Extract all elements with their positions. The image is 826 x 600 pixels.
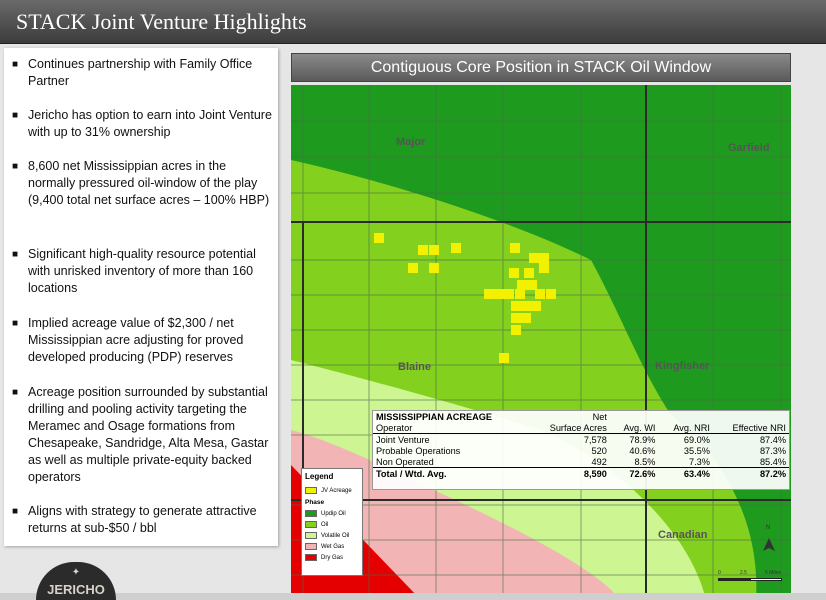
map-title-bar: Contiguous Core Position in STACK Oil Wi… (291, 53, 791, 82)
legend-phase-title: Phase (305, 499, 325, 506)
page-title: STACK Joint Venture Highlights (16, 9, 307, 34)
table-row: Non Operated 492 8.5% 7.3% 85.4% (376, 457, 786, 467)
bullet-1: ■ Continues partnership with Family Offic… (12, 57, 253, 88)
scale-bar: 0 2.5 5 Miles (718, 566, 788, 586)
bullet-2: ■ Jericho has option to earn into Joint V… (12, 108, 272, 139)
north-label: N (766, 525, 771, 531)
table-row: Probable Operations 520 40.6% 35.5% 87.3… (376, 445, 786, 456)
header-operator: Operator (373, 422, 530, 435)
legend-wet-gas: Wet Gas (305, 541, 359, 552)
table-row: Joint Venture 7,578 78.9% 69.0% 87.4% (376, 434, 786, 445)
county-canadian: Canadian (658, 529, 708, 541)
stack-map (291, 85, 791, 600)
legend-title: Legend (305, 472, 334, 481)
north-arrow (763, 538, 775, 551)
bullet-6: ■ Acreage position surrounded by substant… (12, 385, 269, 484)
bullet-7: ■ Aligns with strategy to generate attrac… (12, 504, 257, 535)
legend-jv-acreage: JV Acreage (305, 485, 359, 496)
legend-oil: Oil (305, 519, 359, 530)
legend-volatile-oil: Volatile Oil (305, 530, 359, 541)
bullet-3: ■ 8,600 net Mississippian acres in the no… (12, 159, 270, 207)
legend-dry-gas: Dry Gas (305, 552, 359, 563)
table-title: MISSISSIPPIAN ACREAGE (376, 411, 493, 422)
highlights-panel: ■ Continues partnership with Family Offic… (4, 48, 278, 546)
county-kingfisher: Kingfisher (655, 360, 710, 372)
county-lines (291, 85, 791, 600)
bullet-4: ■ Significant high-quality resource poten… (12, 247, 256, 295)
jericho-logo: ✦ JERICHO (36, 562, 116, 600)
header-avg-nri: Avg. NRI (658, 422, 713, 435)
logo-mark-icon: ✦ (71, 567, 81, 578)
table-total-row: Total / Wtd. Avg. 8,590 72.6% 63.4% 87.2… (373, 467, 789, 480)
title-bar: STACK Joint Venture Highlights (0, 0, 826, 44)
legend-updip-oil: Updip Oil (305, 508, 359, 519)
map-legend: Legend JV Acreage Phase Updip Oil Oil Vo… (301, 468, 363, 576)
footer-bar (0, 593, 826, 600)
county-blaine: Blaine (398, 361, 432, 373)
map-title: Contiguous Core Position in STACK Oil Wi… (370, 59, 712, 76)
bullet-5: ■ Implied acreage value of $2,300 / net M… (12, 316, 244, 364)
county-garfield: Garfield (728, 142, 770, 154)
county-major: Major (396, 136, 426, 148)
updip-oil-zone (291, 85, 791, 600)
header-effective-nri: Effective NRI (712, 422, 789, 435)
acreage-table: MISSISSIPPIAN ACREAGE Net Operator Surfa… (372, 410, 790, 490)
header-surface-acres: Surface Acres (529, 422, 610, 435)
header-net: Net (592, 411, 607, 422)
header-avg-wi: Avg. WI (609, 422, 659, 435)
jv-acreage (374, 233, 556, 363)
